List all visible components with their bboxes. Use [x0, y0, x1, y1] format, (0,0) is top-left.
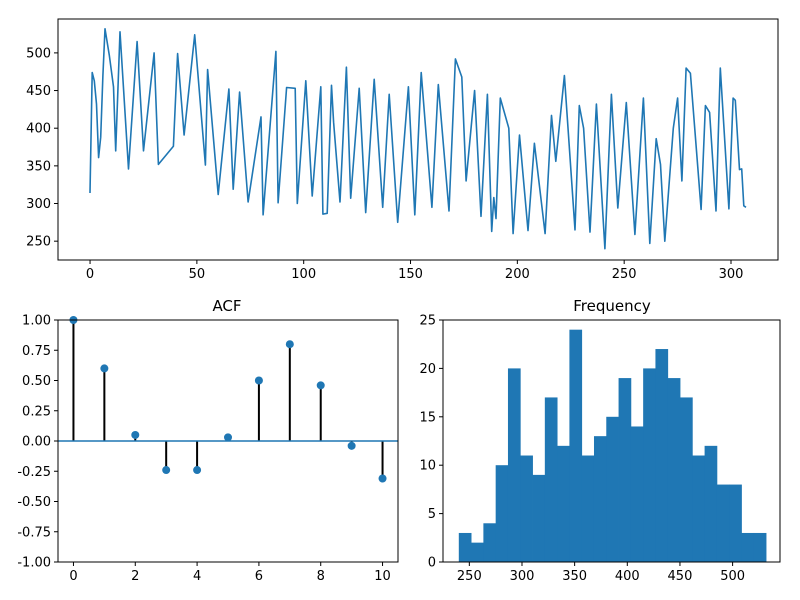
line-x-tick-label: 300 [719, 267, 744, 282]
acf-y-tick-label: 0.00 [22, 435, 51, 450]
histogram-bar [532, 474, 546, 562]
line-x-tick-label: 0 [86, 267, 94, 282]
histogram-bar [569, 329, 583, 562]
histogram-bar [729, 484, 742, 562]
acf-marker [162, 466, 171, 475]
histogram-x-tick-label: 250 [457, 569, 482, 584]
histogram-bar [630, 426, 644, 562]
acf-marker [224, 433, 232, 442]
acf-marker [254, 376, 263, 385]
histogram-x-tick-label: 300 [510, 569, 535, 584]
histogram-bar [581, 455, 595, 562]
histogram-bar [692, 455, 705, 562]
acf-y-tick-label: 0.50 [22, 374, 51, 389]
histogram-bar [593, 436, 607, 562]
line-x-tick-label: 200 [505, 267, 530, 282]
histogram-bar [507, 368, 521, 562]
acf-y-tick-label: 1.00 [22, 314, 51, 329]
histogram-bar [458, 532, 472, 562]
histogram-bar [557, 445, 570, 562]
line-y-tick-label: 350 [26, 159, 51, 174]
histogram-title: Frequency [573, 297, 651, 315]
acf-y-tick-label: 0.75 [22, 344, 51, 359]
acf-marker [316, 381, 325, 390]
line-y-tick-label: 450 [26, 84, 51, 99]
histogram-bar [643, 368, 656, 562]
acf-marker [347, 441, 356, 450]
histogram-panel: Frequency 250 300 350 400 450 500 0 5 10 15 20 25 [419, 297, 781, 584]
acf-y-tick-label: 0.25 [22, 404, 51, 419]
histogram-y-tick-label: 10 [419, 459, 436, 474]
acf-x-tick-label: 8 [317, 569, 325, 584]
line-y-tick-label: 300 [26, 197, 51, 212]
histogram-bar [716, 484, 730, 562]
histogram-bar [667, 378, 681, 562]
histogram-bar [520, 455, 533, 562]
acf-title: ACF [212, 297, 241, 315]
histogram-bar [495, 465, 509, 562]
line-y-tick-label: 400 [26, 122, 51, 137]
line-series [89, 27, 747, 250]
acf-marker [285, 340, 294, 349]
line-y-tick-label: 500 [26, 46, 51, 61]
acf-x-tick-label: 6 [255, 569, 263, 584]
histogram-bar [544, 397, 558, 562]
acf-marker [193, 466, 202, 475]
histogram-bar [680, 397, 693, 562]
acf-y-tick-label: -0.50 [17, 495, 51, 510]
histogram-y-tick-label: 20 [419, 362, 436, 377]
line-x-tick-label: 100 [291, 267, 316, 282]
histogram-bar [753, 532, 767, 562]
acf-x-tick-label: 4 [193, 569, 201, 584]
histogram-y-tick-label: 25 [419, 314, 436, 329]
acf-y-tick-label: -0.75 [17, 525, 51, 540]
line-chart-panel: 0 50 100 150 200 250 300 250 300 350 400 450 500 [26, 18, 779, 282]
acf-y-tick-label: -1.00 [17, 556, 51, 571]
histogram-x-tick-label: 500 [720, 569, 745, 584]
histogram-bar [471, 542, 484, 562]
histogram-x-tick-label: 350 [562, 569, 587, 584]
line-y-tick-label: 250 [26, 235, 51, 250]
histogram-y-tick-label: 15 [419, 410, 436, 425]
histogram-bar [483, 523, 497, 562]
acf-y-tick-label: -0.25 [17, 465, 51, 480]
line-x-tick-label: 50 [189, 267, 206, 282]
line-x-tick-label: 150 [398, 267, 423, 282]
acf-marker [378, 474, 387, 483]
histogram-bar [606, 416, 619, 562]
acf-x-tick-label: 2 [131, 569, 139, 584]
line-axes-frame [57, 18, 779, 261]
histogram-y-tick-label: 0 [428, 556, 436, 571]
histogram-x-tick-label: 400 [615, 569, 640, 584]
acf-marker [100, 364, 109, 373]
acf-marker [131, 430, 140, 439]
histogram-bar [655, 349, 669, 562]
histogram-axes-frame [442, 319, 781, 563]
histogram-bar [618, 378, 632, 562]
acf-x-tick-label: 0 [69, 569, 77, 584]
acf-chart-panel: ACF 0 2 4 6 8 10 1.00 0.75 0.50 0.25 0.00 -0.25 -0.5… [17, 297, 399, 584]
histogram-x-tick-label: 450 [668, 569, 693, 584]
histogram-y-tick-label: 5 [428, 507, 436, 522]
line-x-tick-label: 250 [612, 267, 637, 282]
histogram-bar [741, 532, 755, 562]
acf-x-tick-label: 10 [374, 569, 391, 584]
histogram-bar [704, 445, 718, 562]
